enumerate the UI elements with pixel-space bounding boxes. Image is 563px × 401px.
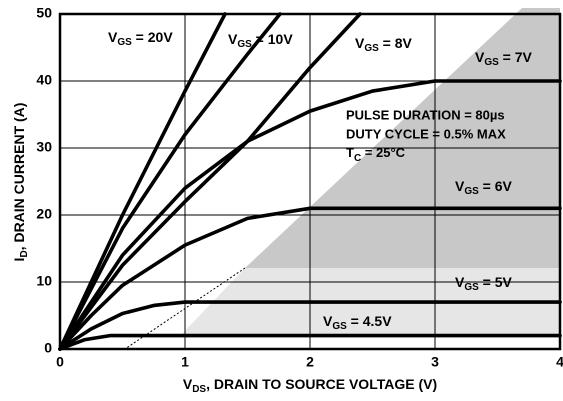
x-tick-label: 1 — [181, 354, 189, 370]
y-tick-label: 20 — [36, 206, 52, 222]
y-tick-label: 30 — [36, 139, 52, 155]
annotation: TC = 25°C — [346, 145, 406, 163]
series-label: VGS = 8V — [355, 35, 413, 54]
series-label: VGS = 5V — [455, 274, 513, 293]
x-tick-label: 4 — [556, 354, 563, 370]
x-tick-label: 2 — [306, 354, 314, 370]
curve — [58, 300, 562, 351]
x-tick-label: 0 — [56, 354, 64, 370]
y-tick-label: 50 — [36, 5, 52, 21]
curve — [58, 12, 362, 351]
y-tick-label: 10 — [36, 273, 52, 289]
curve — [58, 206, 562, 351]
shaded-region — [245, 8, 560, 268]
y-tick-label: 0 — [44, 340, 52, 356]
x-tick-label: 3 — [431, 354, 439, 370]
series-label: VGS = 4.5V — [323, 313, 392, 332]
series-label: VGS = 20V — [108, 29, 173, 48]
series-label: VGS = 7V — [475, 49, 533, 68]
annotation: DUTY CYCLE = 0.5% MAX — [346, 126, 506, 141]
annotation: PULSE DURATION = 80µs — [346, 107, 505, 122]
plot-frame — [58, 12, 562, 351]
curve — [58, 333, 562, 351]
x-axis-label: VDS, DRAIN TO SOURCE VOLTAGE (V) — [183, 376, 437, 395]
y-tick-label: 40 — [36, 72, 52, 88]
curve — [58, 12, 227, 351]
y-axis-label: ID, DRAIN CURRENT (A) — [11, 103, 30, 262]
curve — [58, 79, 562, 351]
series-label: VGS = 10V — [228, 31, 293, 50]
series-label: VGS = 6V — [455, 178, 513, 197]
curve — [58, 12, 282, 351]
